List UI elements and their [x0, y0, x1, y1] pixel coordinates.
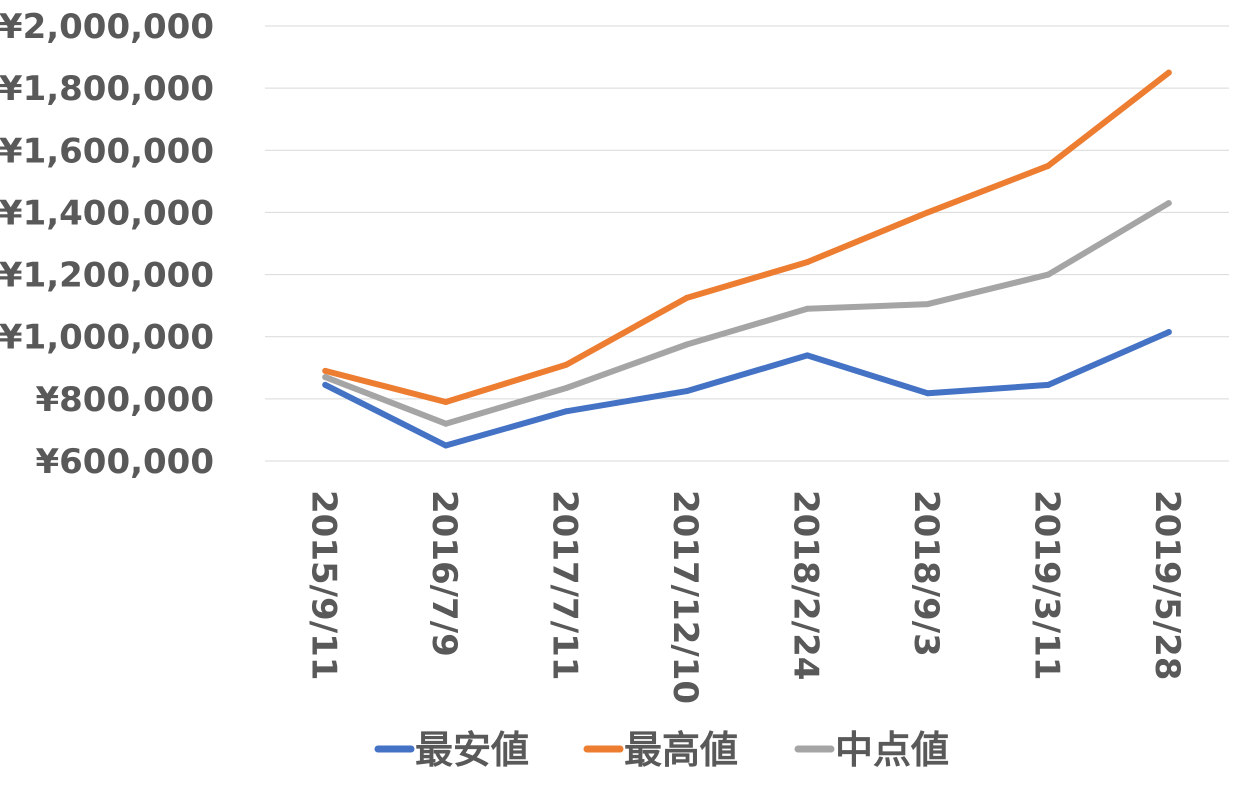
legend-label: 最安値	[415, 728, 529, 772]
data-point	[1165, 329, 1172, 336]
x-tick-label: 2019/3/11	[1026, 490, 1066, 680]
x-tick-label: 2018/2/24	[785, 490, 825, 680]
legend-label: 最高値	[624, 728, 738, 772]
y-tick-label: ¥600,000	[35, 442, 214, 482]
data-point	[442, 420, 449, 427]
y-tick-label: ¥2,000,000	[0, 7, 214, 47]
y-tick-label: ¥1,400,000	[0, 193, 214, 233]
data-point	[1165, 69, 1172, 76]
data-point	[924, 301, 931, 308]
data-point	[804, 352, 811, 359]
legend-label: 中点値	[835, 728, 949, 772]
data-point	[442, 398, 449, 405]
series-line-3	[322, 200, 1172, 427]
legend: 最安値 最高値 中点値	[374, 728, 949, 772]
data-point	[683, 341, 690, 348]
y-tick-label: ¥1,000,000	[0, 318, 214, 358]
data-point	[1045, 162, 1052, 169]
y-tick-label: ¥1,200,000	[0, 256, 214, 296]
data-point	[1165, 200, 1172, 207]
data-point	[1045, 381, 1052, 388]
series-lines	[322, 69, 1172, 449]
y-tick-label: ¥1,800,000	[0, 69, 214, 109]
y-tick-label: ¥800,000	[35, 380, 214, 420]
x-axis-tick-labels: 2015/9/11 2016/7/9 2017/7/11 2017/12/10 2018…	[303, 490, 1187, 704]
y-tick-label: ¥1,600,000	[0, 131, 214, 171]
data-point	[924, 390, 931, 397]
x-tick-label: 2017/7/11	[544, 490, 584, 680]
series-line-1	[322, 329, 1172, 449]
data-point	[322, 374, 329, 381]
x-tick-label: 2019/5/28	[1147, 490, 1187, 680]
data-point	[563, 408, 570, 415]
x-tick-label: 2015/9/11	[303, 490, 343, 680]
data-point	[322, 367, 329, 374]
data-point	[563, 384, 570, 391]
data-point	[683, 294, 690, 301]
data-point	[563, 361, 570, 368]
data-point	[442, 442, 449, 449]
data-point	[683, 388, 690, 395]
x-tick-label: 2017/12/10	[665, 490, 705, 704]
y-axis-tick-labels: ¥600,000 ¥800,000 ¥1,000,000 ¥1,200,000 ¥1,4…	[0, 7, 214, 482]
series-line-2	[322, 69, 1172, 405]
x-tick-label: 2018/9/3	[906, 490, 946, 657]
x-tick-label: 2016/7/9	[424, 490, 464, 657]
data-point	[924, 209, 931, 216]
data-point	[1045, 271, 1052, 278]
data-point	[804, 305, 811, 312]
data-point	[804, 259, 811, 266]
data-point	[322, 381, 329, 388]
